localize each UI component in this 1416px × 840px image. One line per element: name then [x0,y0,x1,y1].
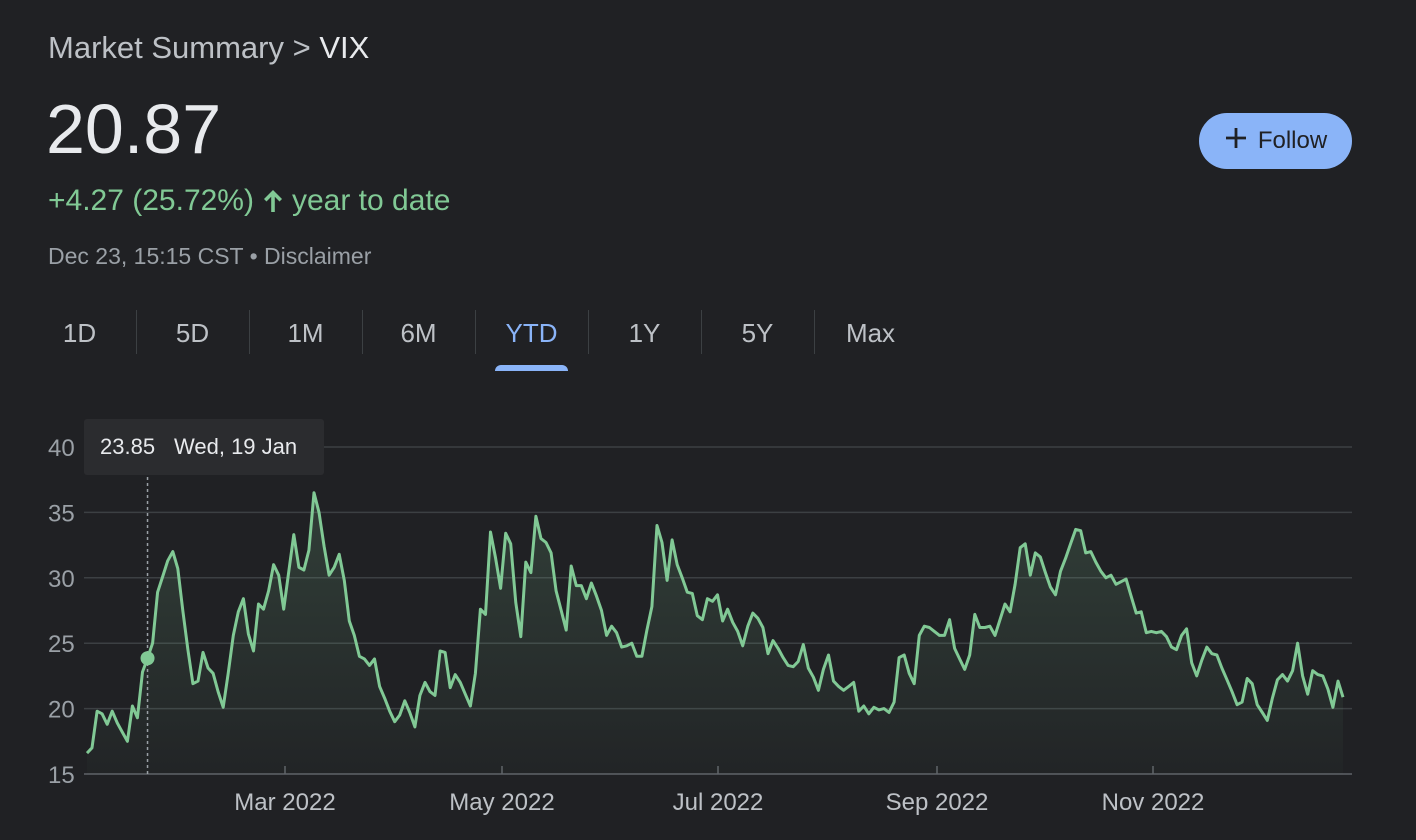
tab-1y[interactable]: 1Y [588,310,701,356]
x-tick-label: Nov 2022 [1102,789,1205,816]
arrow-up-icon [262,188,284,214]
breadcrumb-current: VIX [319,30,370,65]
tooltip-value: 23.85 [100,434,155,459]
tab-5y[interactable]: 5Y [701,310,814,356]
bullet-separator: • [249,243,258,269]
tab-6m[interactable]: 6M [362,310,475,356]
change-period: year to date [291,184,451,217]
tab-max[interactable]: Max [814,310,927,356]
y-tick-label: 40 [48,435,75,462]
x-tick-label: Jul 2022 [673,789,764,816]
follow-label: Follow [1257,127,1328,154]
quote-timestamp-row: Dec 23, 15:15 CST • Disclaimer [48,243,371,270]
x-tick-label: May 2022 [449,789,554,816]
disclaimer-link[interactable]: Disclaimer [264,243,372,269]
change-value: +4.27 (25.72%) [48,184,254,217]
tab-ytd[interactable]: YTD [475,310,588,371]
y-tick-label: 35 [48,500,75,527]
quote-timestamp: Dec 23, 15:15 CST [48,243,244,269]
chart-tooltip: 23.85 Wed, 19 Jan [84,419,324,475]
tab-5d[interactable]: 5D [136,310,249,356]
tab-1m[interactable]: 1M [249,310,362,356]
x-tick-label: Sep 2022 [886,789,989,816]
breadcrumb-parent[interactable]: Market Summary [48,30,284,65]
follow-button[interactable]: Follow [1199,113,1352,169]
price-change: +4.27 (25.72%) year to date [48,184,450,218]
highlight-point [140,651,155,666]
y-tick-label: 25 [48,631,75,658]
tooltip-date: Wed, 19 Jan [174,434,297,459]
chart-area [87,492,1343,774]
y-tick-label: 30 [48,566,75,593]
range-tabs: 1D 5D 1M 6M YTD 1Y 5Y Max [23,310,927,371]
plus-icon [1224,126,1248,157]
y-tick-label: 15 [48,762,75,789]
y-tick-label: 20 [48,697,75,724]
x-tick-label: Mar 2022 [234,789,335,816]
breadcrumb-separator: > [292,30,311,65]
series-line [85,491,1345,755]
price-value: 20.87 [46,90,222,168]
tab-1d[interactable]: 1D [62,317,97,348]
breadcrumb: Market Summary > VIX [48,30,369,66]
